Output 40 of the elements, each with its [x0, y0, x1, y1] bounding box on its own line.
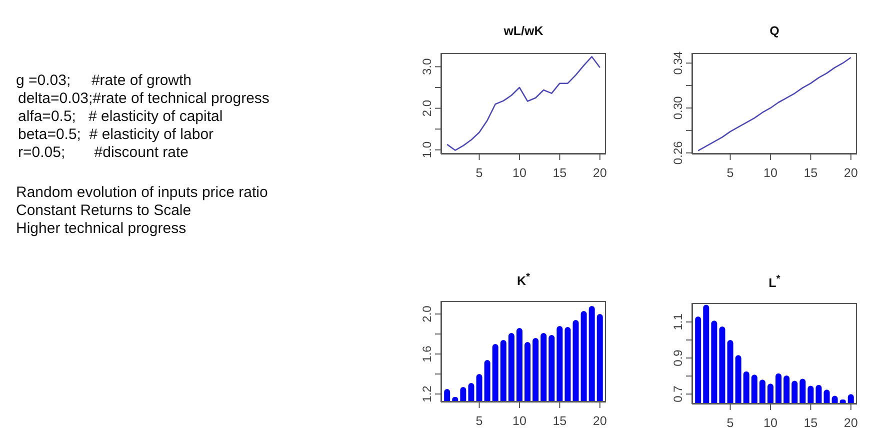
x-tick-label: 15	[804, 166, 818, 180]
y-tick-label: 1.2	[420, 385, 434, 402]
x-tick-label: 20	[592, 414, 607, 428]
chart-title: K$^{*}$	[516, 272, 532, 288]
x-tick-label: 5	[476, 166, 483, 180]
x-tick-label: 20	[844, 166, 858, 180]
x-tick-label: 20	[844, 416, 858, 430]
y-tick-label: 2.0	[420, 100, 434, 117]
x-tick-label: 10	[764, 166, 778, 180]
text: Higher technical progress	[16, 220, 188, 238]
x-tick-label: 15	[552, 166, 567, 180]
y-tick-label: 1.6	[420, 345, 434, 362]
x-tick-label: 5	[726, 166, 734, 180]
text: r=0.05; #discount rate	[18, 144, 190, 162]
text: g =0.03; #rate of growth	[16, 72, 193, 90]
chart-title: wL/wK	[502, 24, 544, 38]
x-tick-label: 10	[764, 416, 778, 430]
y-tick-label: 0.30	[671, 96, 685, 120]
y-tick-label: 3.0	[420, 58, 434, 76]
x-tick-label: 5	[726, 416, 734, 430]
x-tick-label: 10	[512, 166, 526, 180]
y-tick-label: 1.0	[420, 141, 434, 158]
y-tick-label: 2.0	[420, 305, 434, 322]
y-tick-label: 0.7	[671, 385, 685, 402]
x-tick-label: 5	[476, 414, 483, 428]
text: delta=0.03;#rate of technical progress	[18, 90, 270, 108]
y-tick-label: 0.26	[671, 140, 685, 165]
x-tick-label: 20	[592, 166, 607, 180]
text: Random evolution of inputs price ratio	[16, 184, 269, 202]
y-tick-label: 1.1	[671, 313, 685, 330]
text: Constant Returns to Scale	[16, 202, 192, 220]
text: alfa=0.5; # elasticity of capital	[18, 108, 224, 126]
text: beta=0.5; # elasticity of labor	[18, 126, 215, 144]
chart-title: Q	[768, 24, 780, 38]
x-tick-label: 10	[512, 414, 526, 428]
x-tick-label: 15	[552, 414, 567, 428]
y-tick-label: 0.34	[671, 51, 685, 75]
x-tick-label: 15	[804, 416, 818, 430]
chart-title: L$^{*}$	[768, 274, 782, 290]
y-tick-label: 0.9	[671, 349, 685, 366]
